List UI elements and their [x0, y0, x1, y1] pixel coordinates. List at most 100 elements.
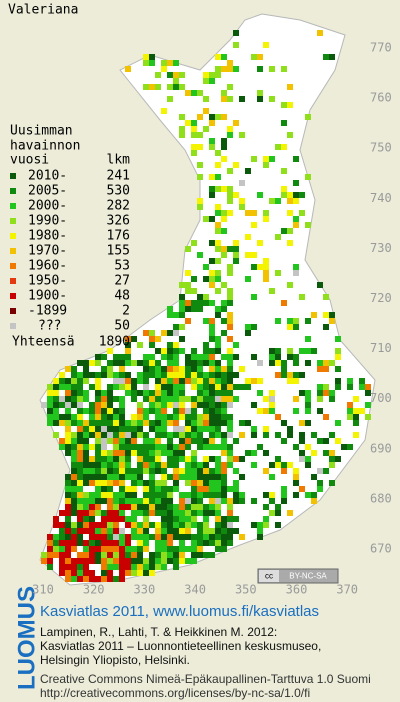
grid-cell	[119, 432, 125, 438]
grid-cell	[215, 228, 221, 234]
grid-cell	[119, 372, 125, 378]
grid-cell	[65, 498, 71, 504]
grid-cell	[101, 420, 107, 426]
grid-cell	[191, 438, 197, 444]
grid-cell	[209, 486, 215, 492]
grid-cell	[161, 480, 167, 486]
grid-cell	[209, 504, 215, 510]
grid-cell	[185, 456, 191, 462]
grid-cell	[263, 468, 269, 474]
grid-cell	[263, 156, 269, 162]
grid-cell	[107, 456, 113, 462]
logo: LUOMUS	[13, 586, 40, 690]
grid-cell	[71, 570, 77, 576]
grid-cell	[179, 516, 185, 522]
grid-cell	[125, 570, 131, 576]
grid-cell	[209, 414, 215, 420]
grid-cell	[185, 306, 191, 312]
grid-cell	[293, 354, 299, 360]
legend-count: 282	[107, 199, 130, 214]
grid-cell	[227, 384, 233, 390]
grid-cell	[95, 480, 101, 486]
grid-cell	[221, 186, 227, 192]
grid-cell	[239, 456, 245, 462]
grid-cell	[215, 240, 221, 246]
grid-cell	[125, 354, 131, 360]
grid-cell	[101, 480, 107, 486]
grid-cell	[131, 426, 137, 432]
legend-count: 53	[114, 259, 130, 274]
grid-cell	[323, 324, 329, 330]
grid-cell	[179, 510, 185, 516]
grid-cell	[125, 498, 131, 504]
grid-cell	[77, 564, 83, 570]
grid-cell	[287, 378, 293, 384]
grid-cell	[305, 462, 311, 468]
legend-swatch	[10, 248, 16, 254]
grid-cell	[191, 498, 197, 504]
grid-cell	[95, 438, 101, 444]
grid-cell	[143, 522, 149, 528]
grid-cell	[143, 516, 149, 522]
grid-cell	[95, 462, 101, 468]
grid-cell	[83, 504, 89, 510]
grid-cell	[77, 402, 83, 408]
grid-cell	[185, 444, 191, 450]
grid-cell	[347, 444, 353, 450]
x-tick-label: 320	[83, 583, 105, 597]
grid-cell	[119, 384, 125, 390]
grid-cell	[203, 276, 209, 282]
atlas-link[interactable]: Kasviatlas 2011, www.luomus.fi/kasviatla…	[40, 603, 319, 620]
grid-cell	[65, 450, 71, 456]
grid-cell	[53, 396, 59, 402]
y-tick-label: 740	[370, 191, 392, 205]
grid-cell	[65, 414, 71, 420]
grid-cell	[173, 486, 179, 492]
grid-cell	[71, 522, 77, 528]
grid-cell	[89, 384, 95, 390]
grid-cell	[209, 402, 215, 408]
grid-cell	[293, 360, 299, 366]
grid-cell	[125, 474, 131, 480]
grid-cell	[179, 282, 185, 288]
grid-cell	[281, 486, 287, 492]
grid-cell	[239, 366, 245, 372]
grid-cell	[245, 420, 251, 426]
grid-cell	[65, 384, 71, 390]
grid-cell	[59, 420, 65, 426]
grid-cell	[179, 426, 185, 432]
grid-cell	[113, 432, 119, 438]
grid-cell	[167, 414, 173, 420]
grid-cell	[119, 510, 125, 516]
grid-cell	[65, 366, 71, 372]
legend-period: 1980-	[28, 229, 67, 244]
grid-cell	[119, 402, 125, 408]
grid-cell	[173, 312, 179, 318]
grid-cell	[191, 408, 197, 414]
grid-cell	[107, 504, 113, 510]
grid-cell	[227, 318, 233, 324]
grid-cell	[209, 378, 215, 384]
grid-cell	[113, 498, 119, 504]
grid-cell	[131, 498, 137, 504]
grid-cell	[71, 372, 77, 378]
grid-cell	[179, 492, 185, 498]
grid-cell	[77, 528, 83, 534]
grid-cell	[173, 354, 179, 360]
grid-cell	[233, 498, 239, 504]
grid-cell	[269, 510, 275, 516]
x-tick-label: 340	[184, 583, 206, 597]
grid-cell	[149, 366, 155, 372]
grid-cell	[203, 96, 209, 102]
grid-cell	[209, 426, 215, 432]
grid-cell	[89, 432, 95, 438]
grid-cell	[227, 288, 233, 294]
legend-period: 1960-	[28, 259, 67, 274]
grid-cell	[77, 510, 83, 516]
grid-cell	[71, 402, 77, 408]
grid-cell	[197, 294, 203, 300]
grid-cell	[197, 540, 203, 546]
grid-cell	[125, 456, 131, 462]
grid-cell	[137, 510, 143, 516]
grid-cell	[191, 300, 197, 306]
